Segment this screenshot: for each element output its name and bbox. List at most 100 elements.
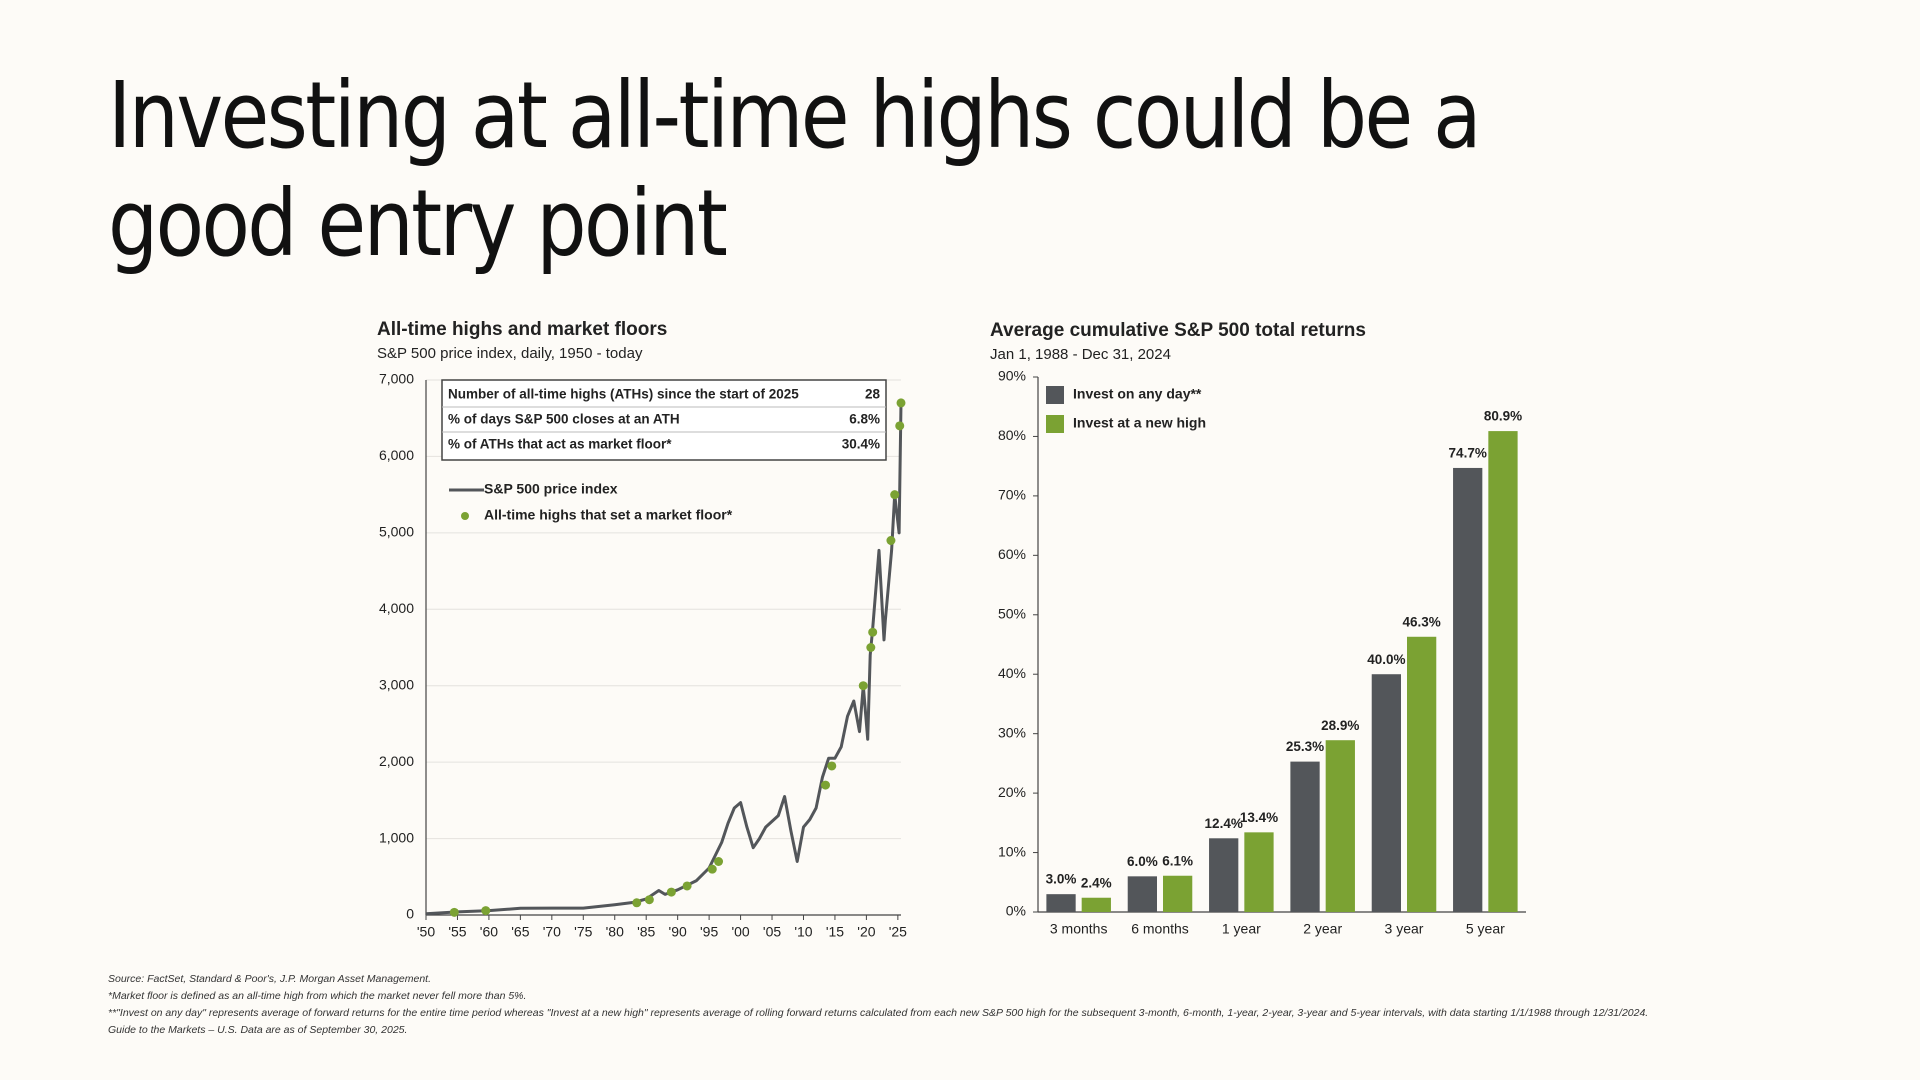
value-label: 25.3%: [1286, 739, 1324, 754]
legend-swatch: [1046, 415, 1064, 433]
bar: [1081, 897, 1111, 912]
ath-floor-point: [827, 761, 837, 771]
y-tick-label: 30%: [998, 724, 1026, 740]
ath-floor-point: [707, 864, 717, 874]
y-tick-label: 90%: [998, 368, 1026, 384]
x-tick-label: '70: [543, 924, 561, 940]
x-tick-label: 3 months: [1050, 921, 1108, 937]
x-tick-label: '05: [763, 924, 781, 940]
x-tick-label: '25: [889, 924, 907, 940]
ath-floor-point: [821, 780, 831, 790]
chart-subtitle: Jan 1, 1988 - Dec 31, 2024: [990, 346, 1171, 363]
y-tick-label: 60%: [998, 546, 1026, 562]
bar: [1371, 674, 1401, 912]
bar: [1488, 431, 1518, 912]
x-tick-label: 3 year: [1385, 921, 1424, 937]
footnote: *Market floor is defined as an all-time …: [108, 990, 527, 1002]
x-tick-label: '10: [794, 924, 812, 940]
y-tick-label: 10%: [998, 843, 1026, 859]
y-tick-label: 0%: [1006, 903, 1026, 919]
ath-floor-point: [866, 643, 876, 652]
x-tick-label: '85: [637, 924, 655, 940]
y-tick-label: 0: [406, 906, 414, 922]
x-tick-label: '75: [574, 924, 592, 940]
y-tick-label: 7,000: [379, 371, 414, 387]
value-label: 6.0%: [1127, 854, 1158, 869]
footnote: Source: FactSet, Standard & Poor's, J.P.…: [108, 973, 432, 985]
x-tick-label: '95: [700, 924, 718, 940]
bar: [1325, 740, 1355, 912]
table-value: 30.4%: [842, 437, 880, 452]
ath-floor-point: [481, 906, 491, 916]
x-tick-label: 1 year: [1222, 921, 1261, 937]
x-tick-label: 5 year: [1466, 921, 1505, 937]
bar: [1290, 761, 1320, 912]
table-value: 28: [865, 387, 881, 402]
value-label: 46.3%: [1402, 614, 1440, 629]
ath-floor-point: [449, 907, 459, 917]
ath-floor-point: [858, 681, 868, 691]
value-label: 74.7%: [1449, 446, 1487, 461]
x-tick-label: 2 year: [1303, 921, 1342, 937]
value-label: 28.9%: [1321, 718, 1359, 733]
x-tick-label: '55: [448, 924, 466, 940]
value-label: 6.1%: [1162, 853, 1193, 868]
value-label: 2.4%: [1081, 875, 1112, 890]
x-tick-label: '15: [826, 924, 844, 940]
chart-title: All-time highs and market floors: [377, 319, 667, 340]
legend-swatch: [461, 512, 469, 520]
ath-floor-point: [632, 898, 642, 908]
table-label: % of ATHs that act as market floor*: [448, 437, 672, 452]
x-tick-label: 6 months: [1131, 921, 1189, 937]
x-tick-label: '80: [606, 924, 624, 940]
footnote: Guide to the Markets – U.S. Data are as …: [108, 1024, 408, 1036]
legend-label: All-time highs that set a market floor*: [484, 507, 733, 523]
y-tick-label: 4,000: [379, 600, 414, 616]
value-label: 80.9%: [1484, 409, 1522, 424]
y-tick-label: 20%: [998, 784, 1026, 800]
ath-floor-point: [666, 887, 676, 897]
bar: [1046, 894, 1076, 912]
x-tick-label: '50: [417, 924, 435, 940]
x-tick-label: '90: [669, 924, 687, 940]
ath-floor-point: [895, 421, 905, 431]
ath-floor-point: [868, 627, 878, 637]
y-tick-label: 40%: [998, 665, 1026, 681]
y-tick-label: 2,000: [379, 753, 414, 769]
ath-floor-point: [644, 895, 654, 905]
chart-subtitle: S&P 500 price index, daily, 1950 - today: [377, 345, 643, 362]
y-tick-label: 6,000: [379, 447, 414, 463]
ath-floor-point: [682, 881, 692, 891]
ath-floor-point: [890, 490, 900, 500]
bar: [1127, 876, 1157, 912]
legend-swatch: [1046, 386, 1064, 404]
bar: [1209, 838, 1239, 912]
table-value: 6.8%: [849, 412, 880, 427]
bar: [1244, 832, 1274, 912]
ath-floor-point: [886, 536, 896, 545]
chart-title: Average cumulative S&P 500 total returns: [990, 320, 1366, 341]
legend-label: Invest on any day**: [1073, 386, 1202, 402]
bar: [1407, 636, 1437, 912]
footnote: **"Invest on any day" represents average…: [108, 1007, 1649, 1019]
y-tick-label: 5,000: [379, 524, 414, 540]
legend-label: Invest at a new high: [1073, 415, 1206, 431]
x-tick-label: '20: [857, 924, 875, 940]
y-tick-label: 1,000: [379, 829, 414, 845]
y-tick-label: 80%: [998, 427, 1026, 443]
price-line: [425, 402, 903, 916]
x-tick-label: '65: [511, 924, 529, 940]
legend-label: S&P 500 price index: [484, 481, 618, 497]
x-tick-label: '60: [480, 924, 498, 940]
ath-floor-point: [896, 398, 906, 408]
value-label: 13.4%: [1240, 810, 1278, 825]
y-tick-label: 50%: [998, 605, 1026, 621]
table-box: [441, 379, 887, 461]
page-title: Investing at all-time highs could be a g…: [108, 62, 1482, 277]
value-label: 40.0%: [1367, 652, 1405, 667]
bar: [1163, 875, 1193, 912]
table-label: Number of all-time highs (ATHs) since th…: [448, 387, 799, 402]
x-tick-label: '00: [731, 924, 749, 940]
